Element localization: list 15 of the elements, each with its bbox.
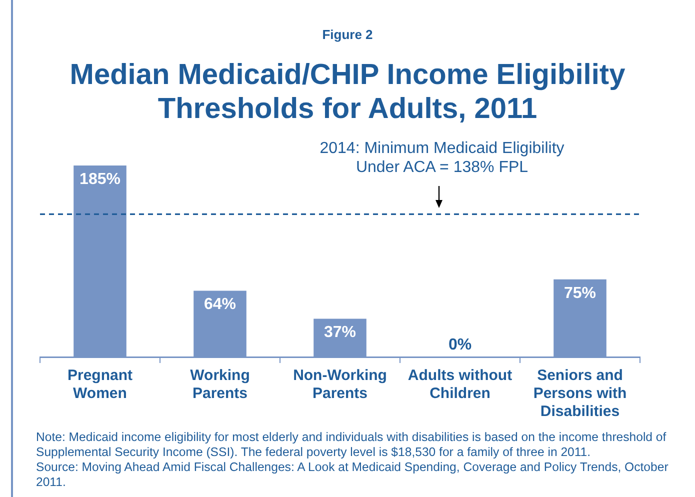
data-label: 37% <box>324 324 356 342</box>
x-tick-label: Seniors and Persons with Disabilities <box>533 367 627 420</box>
source-note: Source: Moving Ahead Amid Fiscal Challenges: A Look at Medicaid Spending, Coverage and Policy Trends, October 2011. <box>36 460 670 490</box>
chart-subtitle: Figure 2 <box>321 27 374 42</box>
text: Note: Medicaid income eligibility for most elderly and individuals with disabilities is based on the income threshold of Supplemental Security Income (SSI). The federal poverty level is $18,530 for a family of three in 2011. <box>36 430 668 460</box>
x-tick-label: Non-Working Parents <box>293 367 387 402</box>
x-tick-label: Pregnant Women <box>67 367 133 402</box>
x-tick-label: Working Parents <box>190 367 250 402</box>
ref-line-label: 2014: Minimum Medicaid Eligibility Under ACA = 138% FPL <box>318 139 566 178</box>
data-label: 64% <box>204 296 236 314</box>
x-tick-label: Adults without Children <box>408 367 512 402</box>
data-label: 185% <box>80 170 120 188</box>
chart-title: Median Medicaid/CHIP Income Eligibility Thresholds for Adults, 2011 <box>68 58 626 126</box>
data-label: 75% <box>564 284 596 302</box>
data-label: 0% <box>448 336 472 354</box>
